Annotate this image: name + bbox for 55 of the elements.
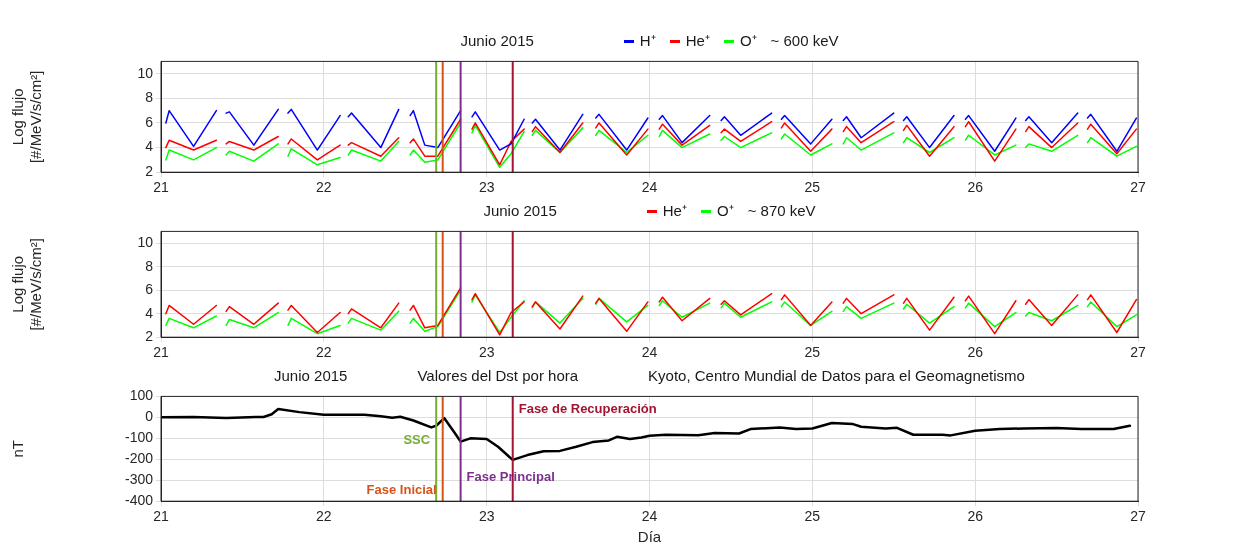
ref-line-label: Fase de Recuperación (518, 400, 657, 416)
x-tick-label: 24 (641, 179, 658, 196)
x-tick-label: 22 (316, 344, 332, 361)
text: Kyoto, Centro Mundial de Datos para el Geomagnetismo (648, 367, 1025, 385)
x-tick-label: 22 (316, 508, 332, 525)
x-tick-label: 22 (316, 179, 332, 196)
chart-title: Junio 2015 (460, 32, 534, 50)
x-tick-label: 24 (641, 508, 658, 525)
chart-title: Junio 2015 (274, 367, 348, 385)
y-tick-label: 6 (145, 113, 154, 130)
y-tick-label: 8 (145, 89, 154, 106)
y-axis-title: Log flujo [#/MeV/s/cm²] (9, 238, 45, 331)
x-tick-label: 25 (804, 344, 821, 361)
x-tick-label: 27 (1130, 508, 1146, 525)
y-tick-label: 4 (145, 304, 154, 321)
x-tick-label: 26 (967, 179, 984, 196)
y-axis-title: Log flujo [#/MeV/s/cm²] (9, 70, 45, 164)
x-tick-label: 21 (153, 179, 169, 196)
x-tick-label: 23 (478, 179, 495, 196)
x-tick-label: 21 (153, 508, 169, 525)
legend-title: ~ 870 keV (747, 202, 816, 220)
y-tick-label: 0 (145, 408, 154, 425)
x-tick-label: 23 (478, 344, 495, 361)
y-tick-label: 2 (145, 328, 154, 345)
x-tick-label: 27 (1130, 344, 1146, 361)
y-tick-label: 10 (137, 64, 154, 81)
chart-title: Junio 2015 (483, 202, 557, 220)
x-tick-label: 26 (967, 344, 984, 361)
x-tick-label: 23 (478, 508, 495, 525)
x-tick-label: 26 (967, 508, 984, 525)
y-tick-label: -200 (124, 450, 154, 467)
chart-subtitle: Valores del Dst por hora (417, 367, 579, 385)
y-tick-label: 4 (145, 138, 154, 155)
y-tick-label: 100 (129, 387, 154, 404)
y-tick-label: 6 (145, 281, 154, 298)
y-tick-label: -100 (124, 429, 154, 446)
legend-label: H⁺ (639, 32, 656, 50)
legend-title: ~ 600 keV (770, 32, 839, 50)
y-tick-label: 2 (145, 163, 154, 180)
y-tick-label: -400 (124, 492, 154, 509)
x-tick-label: 24 (641, 344, 658, 361)
x-tick-label: 25 (804, 179, 821, 196)
y-tick-label: 10 (137, 234, 154, 251)
x-axis-title: Día (637, 528, 662, 546)
legend-label: O⁺ (739, 32, 757, 50)
ref-line-label: SSC (403, 431, 431, 447)
legend-label: He⁺ (662, 202, 687, 220)
y-tick-label: -300 (124, 471, 154, 488)
y-tick-label: 8 (145, 257, 154, 274)
x-tick-label: 25 (804, 508, 821, 525)
legend-label: O⁺ (716, 202, 734, 220)
legend-label: He⁺ (685, 32, 710, 50)
x-tick-label: 21 (153, 344, 169, 361)
y-axis-title: nT (9, 440, 27, 458)
x-tick-label: 27 (1130, 179, 1146, 196)
